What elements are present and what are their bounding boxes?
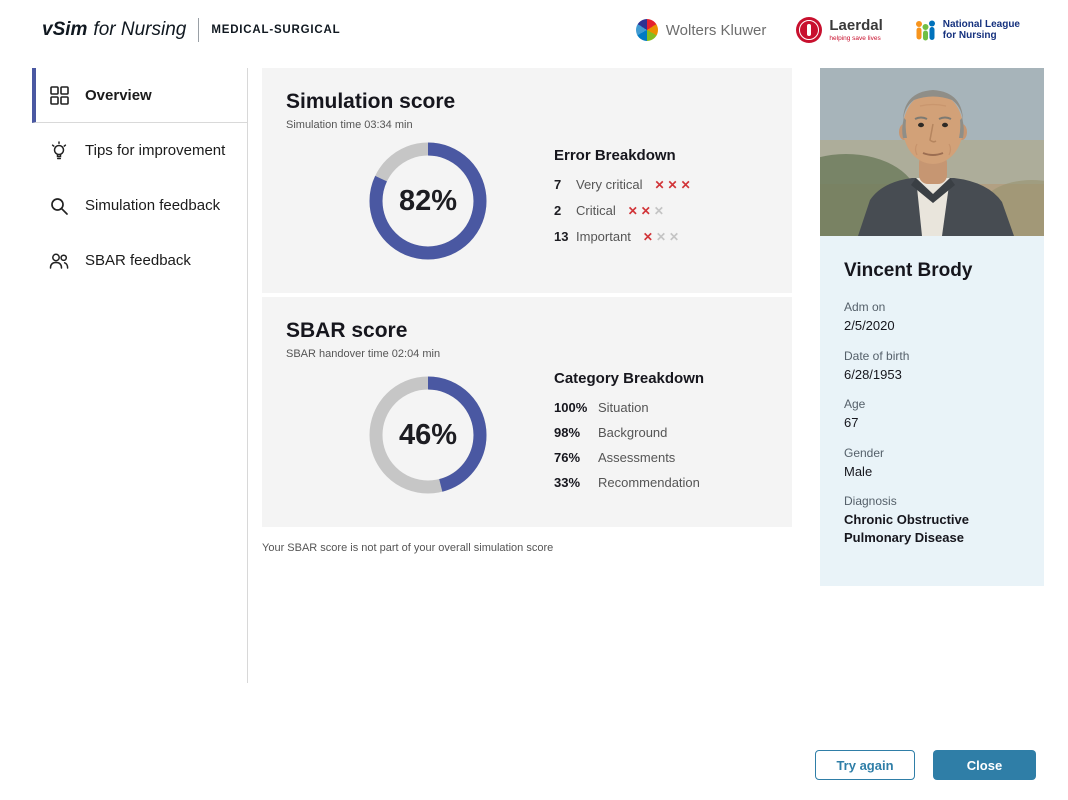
category-label: Recommendation [598, 475, 700, 490]
sidebar-divider-line [247, 68, 248, 683]
sbar-score-title: SBAR score [286, 319, 408, 342]
people-icon [48, 251, 70, 271]
brand-vsim-text: vSim [42, 19, 88, 40]
brand-for-nursing-text: for Nursing [93, 19, 187, 40]
wolters-kluwer-pinwheel-icon [635, 19, 658, 41]
sbar-score-card: SBAR score SBAR handover time 02:04 min … [262, 297, 792, 527]
lightbulb-icon [48, 140, 70, 161]
sidebar-item-overview[interactable]: Overview [32, 68, 248, 123]
patient-field-adm-on: Adm on 2/5/2020 [844, 300, 895, 333]
category-label: Assessments [598, 450, 676, 465]
error-label: Critical [576, 203, 616, 218]
nln-label-line2: for Nursing [942, 30, 997, 41]
search-icon [48, 196, 70, 216]
error-row-critical: 2 Critical ✕✕✕ [554, 203, 774, 218]
laerdal-badge-icon [796, 17, 823, 43]
error-count: 2 [554, 203, 562, 218]
patient-field-age: Age 67 [844, 397, 866, 431]
simulation-time-label: Simulation time 03:34 min [286, 119, 413, 131]
simulation-score-value: 82% [398, 184, 458, 217]
error-label: Important [576, 229, 631, 244]
action-bar: Try again Close [815, 750, 1036, 780]
sbar-handover-time-label: SBAR handover time 02:04 min [286, 348, 441, 360]
nln-logo: National League for Nursing [913, 18, 1020, 42]
error-breakdown: Error Breakdown 7 Very critical ✕✕✕ 2 Cr… [554, 147, 774, 255]
simulation-score-donut: 82% [368, 141, 488, 261]
laerdal-label: Laerdal [829, 16, 883, 34]
laerdal-tagline: helping save lives [829, 35, 881, 43]
category-row-recommendation: 33% Recommendation [554, 475, 774, 490]
category-percent: 76% [554, 450, 581, 465]
category-row-background: 98% Background [554, 425, 774, 440]
category-percent: 33% [554, 475, 581, 490]
category-label: Background [598, 425, 668, 440]
laerdal-logo: Laerdal helping save lives [796, 16, 883, 43]
severity-x-icons: ✕✕✕ [642, 229, 683, 244]
patient-field-date-of-birth: Date of birth 6/28/1953 [844, 348, 910, 382]
error-count: 13 [554, 229, 569, 244]
error-label: Very critical [576, 177, 643, 192]
sidebar-item-label: SBAR feedback [85, 252, 191, 269]
error-row-important: 13 Important ✕✕✕ [554, 229, 774, 244]
patient-photo [820, 68, 1044, 236]
sidebar-item-tips[interactable]: Tips for improvement [32, 123, 248, 178]
patient-field-gender: Gender Male [844, 445, 885, 479]
close-button[interactable]: Close [933, 750, 1036, 780]
brand-divider [198, 18, 200, 42]
wolters-kluwer-label: Wolters Kluwer [665, 21, 767, 39]
patient-name: Vincent Brody [844, 260, 973, 281]
simulation-score-card: Simulation score Simulation time 03:34 m… [262, 68, 792, 293]
sbar-score-donut: 46% [368, 375, 488, 495]
category-breakdown: Category Breakdown 100% Situation 98% Ba… [554, 370, 774, 500]
category-percent: 100% [554, 400, 588, 415]
error-count: 7 [554, 177, 562, 192]
sbar-score-footnote: Your SBAR score is not part of your over… [262, 542, 554, 554]
error-breakdown-title: Error Breakdown [554, 147, 676, 164]
category-row-situation: 100% Situation [554, 400, 774, 415]
severity-x-icons: ✕✕✕ [654, 177, 694, 192]
app-header: vSim for Nursing MEDICAL-SURGICAL Wolter… [0, 0, 1068, 60]
sidebar-item-label: Simulation feedback [85, 197, 221, 214]
category-label: Situation [598, 400, 649, 415]
vsim-brand: vSim for Nursing MEDICAL-SURGICAL [42, 18, 340, 42]
category-row-assessments: 76% Assessments [554, 450, 774, 465]
sidebar-item-sbar-feedback[interactable]: SBAR feedback [32, 233, 248, 288]
partner-logos: Wolters Kluwer Laerdal helping save live… [635, 0, 1020, 60]
category-breakdown-title: Category Breakdown [554, 370, 705, 387]
nln-label-line1: National League [942, 18, 1020, 30]
sbar-score-value: 46% [398, 418, 458, 451]
simulation-score-title: Simulation score [286, 90, 456, 113]
patient-panel: Vincent Brody Adm on 2/5/2020 Date of bi… [820, 68, 1044, 586]
patient-field-diagnosis: Diagnosis Chronic Obstructive Pulmonary … [844, 494, 969, 545]
grid-icon [48, 85, 70, 105]
severity-x-icons: ✕✕✕ [627, 203, 667, 218]
patient-info: Vincent Brody Adm on 2/5/2020 Date of bi… [820, 236, 1044, 586]
sidebar-item-label: Overview [85, 86, 152, 104]
brand-division-text: MEDICAL-SURGICAL [211, 24, 341, 36]
sidebar-item-simulation-feedback[interactable]: Simulation feedback [32, 178, 248, 233]
sidebar-nav: Overview Tips for improvement Simulation… [32, 68, 248, 288]
try-again-button[interactable]: Try again [815, 750, 915, 780]
error-row-very-critical: 7 Very critical ✕✕✕ [554, 177, 774, 192]
wolters-kluwer-logo: Wolters Kluwer [635, 19, 767, 41]
category-percent: 98% [554, 425, 581, 440]
sidebar-item-label: Tips for improvement [85, 142, 226, 159]
nln-figures-icon [915, 20, 935, 41]
